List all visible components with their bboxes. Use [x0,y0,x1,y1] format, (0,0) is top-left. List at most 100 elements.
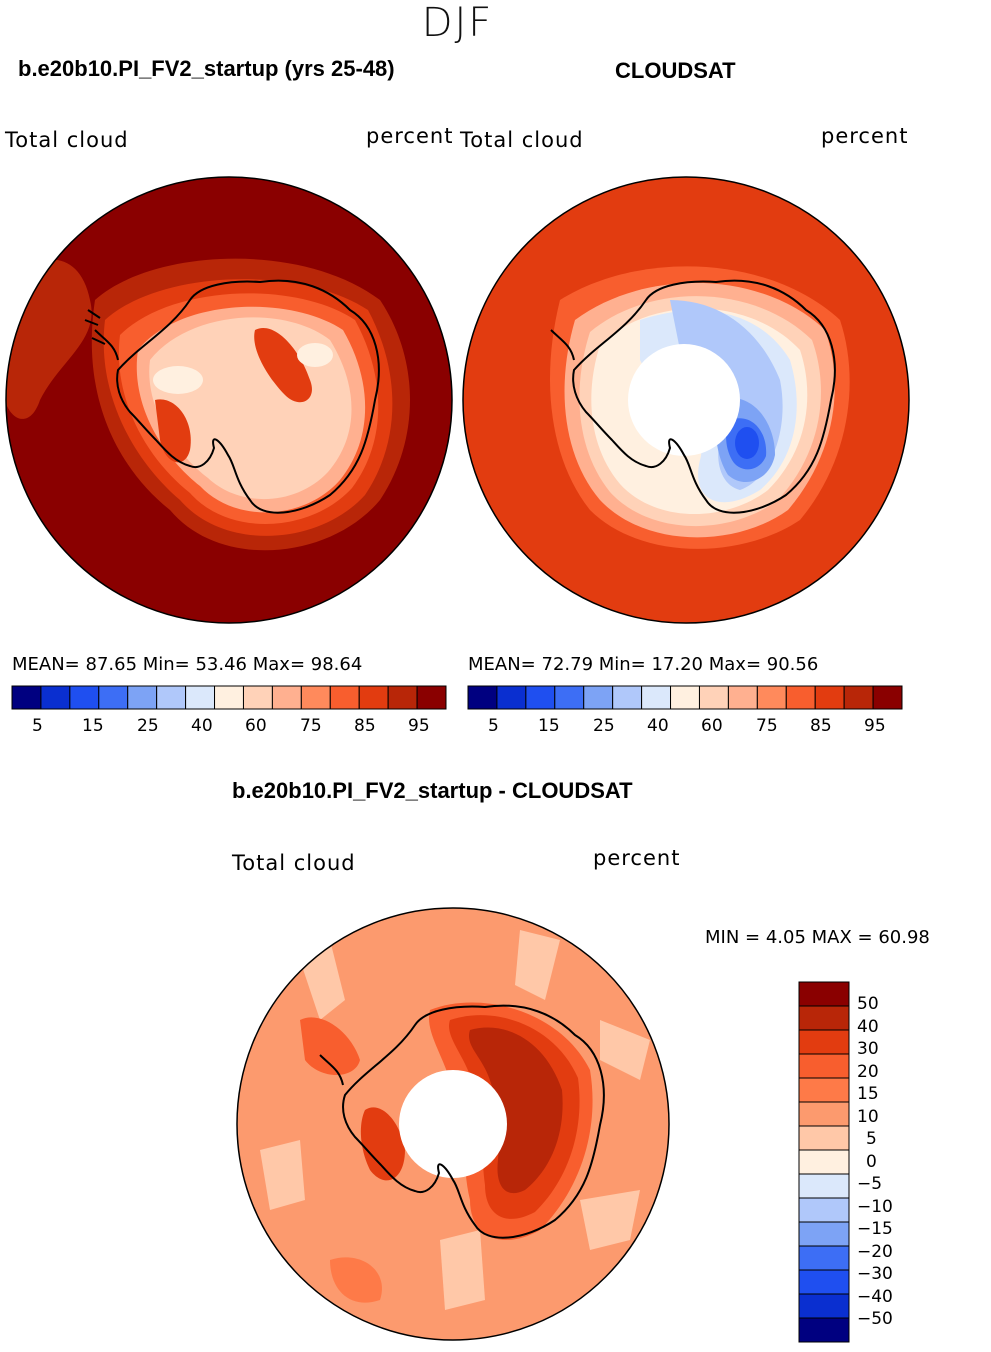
panel3-units-label: percent [593,846,681,870]
panel2-colorbar [467,685,903,710]
colorbar-swatch [467,685,498,710]
panel2-boundary [462,176,910,624]
colorbar-swatch [798,1101,850,1127]
colorbar-swatch [798,1053,850,1079]
panel1-title: b.e20b10.PI_FV2_startup (yrs 25-48) [18,56,395,81]
colorbar-swatch [798,1317,850,1343]
colorbar-swatch [798,1221,850,1247]
panel1-peninsula [94,329,119,361]
colorbar-swatch [798,1293,850,1319]
colorbar-swatch [387,685,418,710]
season-title: DJF [421,0,494,46]
panel3-tick: 50 [857,994,879,1014]
panel3-boundary [236,907,670,1341]
colorbar-swatch [798,981,850,1007]
colorbar-swatch [798,1173,850,1199]
panel2-map [463,177,909,623]
colorbar-swatch [727,685,758,710]
panel1-colorbar [11,685,447,710]
colorbar-swatch [814,685,845,710]
colorbar-swatch [798,1029,850,1055]
colorbar-swatch [785,685,816,710]
colorbar-swatch [641,685,672,710]
panel1-islands [84,309,106,345]
panel1-tick: 95 [408,716,430,736]
colorbar-swatch [554,685,585,710]
colorbar-swatch [185,685,216,710]
panel1-boundary [5,176,453,624]
colorbar-swatch [798,1245,850,1271]
panel3-coastline [342,1004,605,1239]
panel3-tick: −5 [857,1174,883,1194]
colorbar-swatch [271,685,302,710]
colorbar-swatch [11,685,42,710]
colorbar-swatch [496,685,527,710]
panel2-tick: 75 [756,716,778,736]
panel2-units-label: percent [821,124,909,148]
colorbar-swatch [798,1269,850,1295]
panel3-tick: 40 [857,1017,879,1037]
panel1-tick: 85 [354,716,376,736]
panel3-map [237,908,669,1340]
panel2-tick: 85 [810,716,832,736]
panel2-tick: 25 [593,716,615,736]
colorbar-swatch [300,685,331,710]
panel3-patch-3 [360,1107,405,1181]
colorbar-swatch [612,685,643,710]
colorbar-swatch [798,1077,850,1103]
panel3-colorbar [798,981,850,1343]
colorbar-swatch [670,685,700,710]
panel3-peninsula [319,1054,344,1086]
panel1-units-label: percent [366,124,454,148]
panel3-tick: 10 [857,1107,879,1127]
colorbar-swatch [214,685,244,710]
panel1-stats: MEAN= 87.65 Min= 53.46 Max= 98.64 [12,654,363,675]
colorbar-swatch [329,685,360,710]
panel3-tick: 20 [857,1062,879,1082]
panel3-patch-2 [330,1257,382,1303]
panel3-tick: −50 [857,1309,893,1329]
colorbar-swatch [798,1005,850,1031]
panel2-title: CLOUDSAT [615,58,736,83]
panel3-streak-4 [580,1190,640,1250]
panel2-peninsula [550,329,575,361]
panel1-inner-min-1 [153,366,203,394]
panel3-tick: −20 [857,1242,893,1262]
colorbar-swatch [98,685,129,710]
panel3-stats: MIN = 4.05 MAX = 60.98 [705,927,930,948]
panel2-coastline [572,279,836,514]
panel3-tick: −10 [857,1197,893,1217]
panel1-map [6,177,452,623]
panel3-tick: −15 [857,1219,893,1239]
panel2-tick: 40 [647,716,669,736]
panel1-tick: 25 [137,716,159,736]
colorbar-swatch [843,685,874,710]
panel2-blue-5 [735,427,759,459]
colorbar-swatch [583,685,614,710]
panel2-tick: 95 [864,716,886,736]
panel3-streak-2 [515,930,560,1000]
colorbar-swatch [698,685,729,710]
panel2-stats: MEAN= 72.79 Min= 17.20 Max= 90.56 [468,654,819,675]
panel1-tick: 40 [191,716,213,736]
colorbar-swatch [69,685,100,710]
colorbar-swatch [156,685,187,710]
colorbar-swatch [525,685,556,710]
panel3-patch-1 [300,1017,360,1075]
panel1-tick: 75 [300,716,322,736]
panel3-max-band-3 [469,1027,563,1194]
panel2-tick: 5 [488,716,499,736]
panel3-tick: 5 [866,1129,877,1149]
panel3-variable-label: Total cloud [232,851,356,875]
panel3-streak-3 [600,1020,650,1080]
panel1-tick: 15 [82,716,104,736]
colorbar-swatch [358,685,389,710]
colorbar-swatch [40,685,71,710]
panel3-tick: −40 [857,1287,893,1307]
panel1-tick: 60 [245,716,267,736]
colorbar-swatch [798,1125,850,1151]
panel1-coastline [116,279,380,514]
panel3-pole-hole [399,1070,507,1178]
colorbar-swatch [756,685,787,710]
